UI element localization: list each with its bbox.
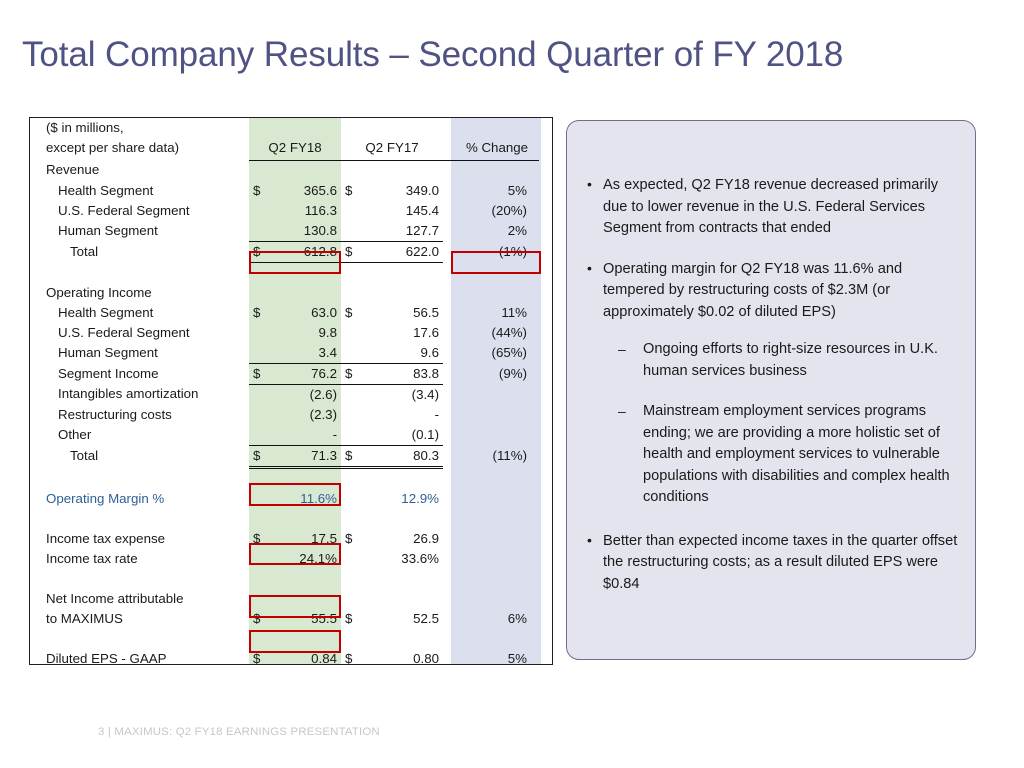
table-row: Income tax rate 24.1% 33.6% [30, 549, 551, 569]
financial-table: ($ in millions, except per share data) Q… [30, 118, 551, 669]
column-header-q2-fy18: Q2 FY18 [268, 139, 322, 155]
table-row: Restructuring costs (2.3) - [30, 405, 551, 425]
table-units-note: ($ in millions, except per share data) [46, 120, 180, 155]
dash-marker-icon: – [618, 341, 626, 357]
row-label: Intangibles amortization [58, 386, 199, 402]
table-row: Other - (0.1) [30, 425, 551, 446]
row-label: Human Segment [58, 344, 158, 360]
table-row: Intangibles amortization (2.6) (3.4) [30, 384, 551, 405]
column-highlight-band-q2fy18 [249, 118, 341, 664]
bullet-sub-item: – Mainstream employment services program… [585, 401, 959, 509]
row-spacer [30, 467, 551, 489]
table-row-total: Total $ 71.3 $ 80.3 (11%) [30, 444, 551, 469]
bullet-item: • Better than expected income taxes in t… [585, 531, 959, 596]
row-label: Total [70, 448, 99, 463]
row-label: Total [70, 243, 99, 259]
row-label: Operating Income [46, 284, 152, 300]
table-row: Diluted EPS - GAAP $ 0.84 $ 0.80 5% [30, 649, 551, 669]
table-row: Human Segment 3.4 9.6 (65%) [30, 343, 551, 364]
bullet-sub-item: – Ongoing efforts to right-size resource… [585, 339, 959, 382]
table-row: Health Segment $ 63.0 $ 56.5 11% [30, 303, 551, 323]
table-row: U.S. Federal Segment 116.3 145.4 (20%) [30, 201, 551, 221]
commentary-panel: • As expected, Q2 FY18 revenue decreased… [566, 120, 976, 660]
table-row-operating-margin: Operating Margin % 11.6% 12.9% [30, 489, 551, 509]
column-highlight-band-pct-change [451, 118, 541, 664]
row-label: Segment Income [58, 365, 159, 381]
row-label: Other [58, 426, 92, 442]
row-spacer [30, 262, 551, 283]
row-spacer [30, 509, 551, 529]
bullet-text: Operating margin for Q2 FY18 was 11.6% a… [603, 260, 903, 320]
bullet-text: Better than expected income taxes in the… [603, 532, 958, 592]
row-label: Restructuring costs [58, 406, 172, 422]
row-label: Operating Margin % [46, 490, 165, 506]
bullet-item: • Operating margin for Q2 FY18 was 11.6%… [585, 259, 959, 324]
table-row: Health Segment $ 365.6 $ 349.0 5% [30, 181, 551, 201]
table-row: Human Segment 130.8 127.7 2% [30, 221, 551, 242]
slide-footer: 3 | MAXIMUS: Q2 FY18 EARNINGS PRESENTATI… [98, 726, 380, 738]
table-row: Revenue [30, 159, 551, 181]
page-title: Total Company Results – Second Quarter o… [22, 35, 844, 74]
table-row: to MAXIMUS $ 55.5 $ 52.5 6% [30, 609, 551, 629]
table-row-subtotal: Segment Income $ 76.2 $ 83.8 (9%) [30, 362, 551, 385]
bullet-marker-icon: • [587, 531, 592, 548]
column-header-q2-fy17: Q2 FY17 [365, 139, 419, 155]
bullet-item: • As expected, Q2 FY18 revenue decreased… [585, 175, 959, 240]
row-label: Net Income attributable [46, 590, 184, 606]
row-spacer [30, 629, 551, 649]
table-row: U.S. Federal Segment 9.8 17.6 (44%) [30, 323, 551, 343]
row-spacer [30, 569, 551, 589]
bullet-marker-icon: • [587, 176, 592, 192]
bullet-marker-icon: • [587, 259, 592, 276]
commentary-bullet-list: • As expected, Q2 FY18 revenue decreased… [567, 121, 975, 659]
financial-table-panel: ($ in millions, except per share data) Q… [29, 117, 553, 666]
row-label: U.S. Federal Segment [58, 202, 190, 218]
column-header-pct-change: % Change [465, 139, 529, 155]
bullet-text: Mainstream employment services programs … [643, 403, 950, 505]
table-header-row: ($ in millions, except per share data) Q… [30, 118, 551, 160]
table-row-total: Total $ 612.8 $ 622.0 (1%) [30, 240, 551, 263]
row-label: Human Segment [58, 222, 158, 238]
row-label: U.S. Federal Segment [58, 324, 190, 340]
bullet-text: Ongoing efforts to right-size resources … [643, 341, 938, 379]
row-label: Income tax rate [46, 550, 138, 566]
table-row: Operating Income [30, 283, 551, 303]
row-label: Revenue [46, 162, 100, 178]
table-row: Net Income attributable [30, 589, 551, 609]
bullet-text: As expected, Q2 FY18 revenue decreased p… [603, 177, 939, 236]
row-label: to MAXIMUS [46, 610, 123, 626]
table-row: Income tax expense $ 17.5 $ 26.9 [30, 529, 551, 549]
row-label: Health Segment [58, 304, 154, 320]
row-label: Income tax expense [46, 530, 166, 546]
row-label: Diluted EPS - GAAP [46, 650, 167, 666]
dash-marker-icon: – [618, 403, 626, 419]
row-label: Health Segment [58, 182, 154, 198]
